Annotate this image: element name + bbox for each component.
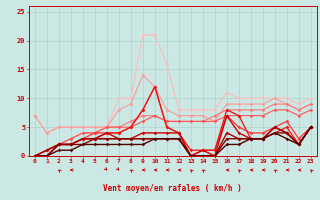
X-axis label: Vent moyen/en rafales ( km/h ): Vent moyen/en rafales ( km/h ) [103, 184, 242, 193]
